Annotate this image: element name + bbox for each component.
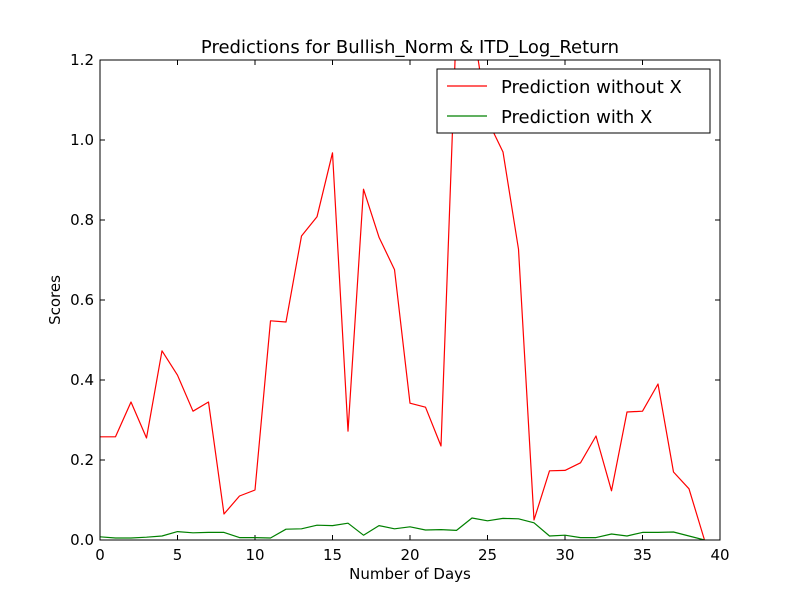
x-tick-label: 10 xyxy=(245,546,264,564)
legend-box xyxy=(436,68,711,134)
series-line-prediction-without-x xyxy=(100,60,706,540)
series-lines xyxy=(100,60,706,540)
y-axis-label: Scores xyxy=(46,275,64,325)
y-tick-label: 0.0 xyxy=(70,531,94,549)
y-tick-label: 0.6 xyxy=(70,291,94,309)
y-tick-label: 1.0 xyxy=(70,131,94,149)
y-tick-label: 0.4 xyxy=(70,371,94,389)
x-tick-label: 25 xyxy=(478,546,497,564)
x-axis-label: Number of Days xyxy=(349,565,471,583)
x-tick-label: 35 xyxy=(633,546,652,564)
x-tick-label: 5 xyxy=(173,546,183,564)
y-tick-label: 1.2 xyxy=(70,51,94,69)
series-line-prediction-with-x xyxy=(100,517,705,540)
x-tick-label: 20 xyxy=(400,546,419,564)
legend: Prediction without X Prediction with X xyxy=(436,68,711,134)
legend-label: Prediction with X xyxy=(501,107,652,128)
plot-frame xyxy=(99,59,721,541)
plot-area xyxy=(100,60,720,540)
y-tick-label: 0.8 xyxy=(70,211,94,229)
x-tick-label: 15 xyxy=(323,546,342,564)
legend-label: Prediction without X xyxy=(501,77,682,98)
axis-ticks: 0 5 10 15 20 25 30 35 40 0.0 0.2 0.4 0.6 0.8 1.0 1.2 xyxy=(70,51,729,564)
y-tick-label: 0.2 xyxy=(70,451,94,469)
chart-title: Predictions for Bullish_Norm & ITD_Log_R… xyxy=(201,37,619,58)
x-tick-label: 0 xyxy=(95,546,105,564)
x-tick-label: 40 xyxy=(710,546,729,564)
x-tick-label: 30 xyxy=(555,546,574,564)
